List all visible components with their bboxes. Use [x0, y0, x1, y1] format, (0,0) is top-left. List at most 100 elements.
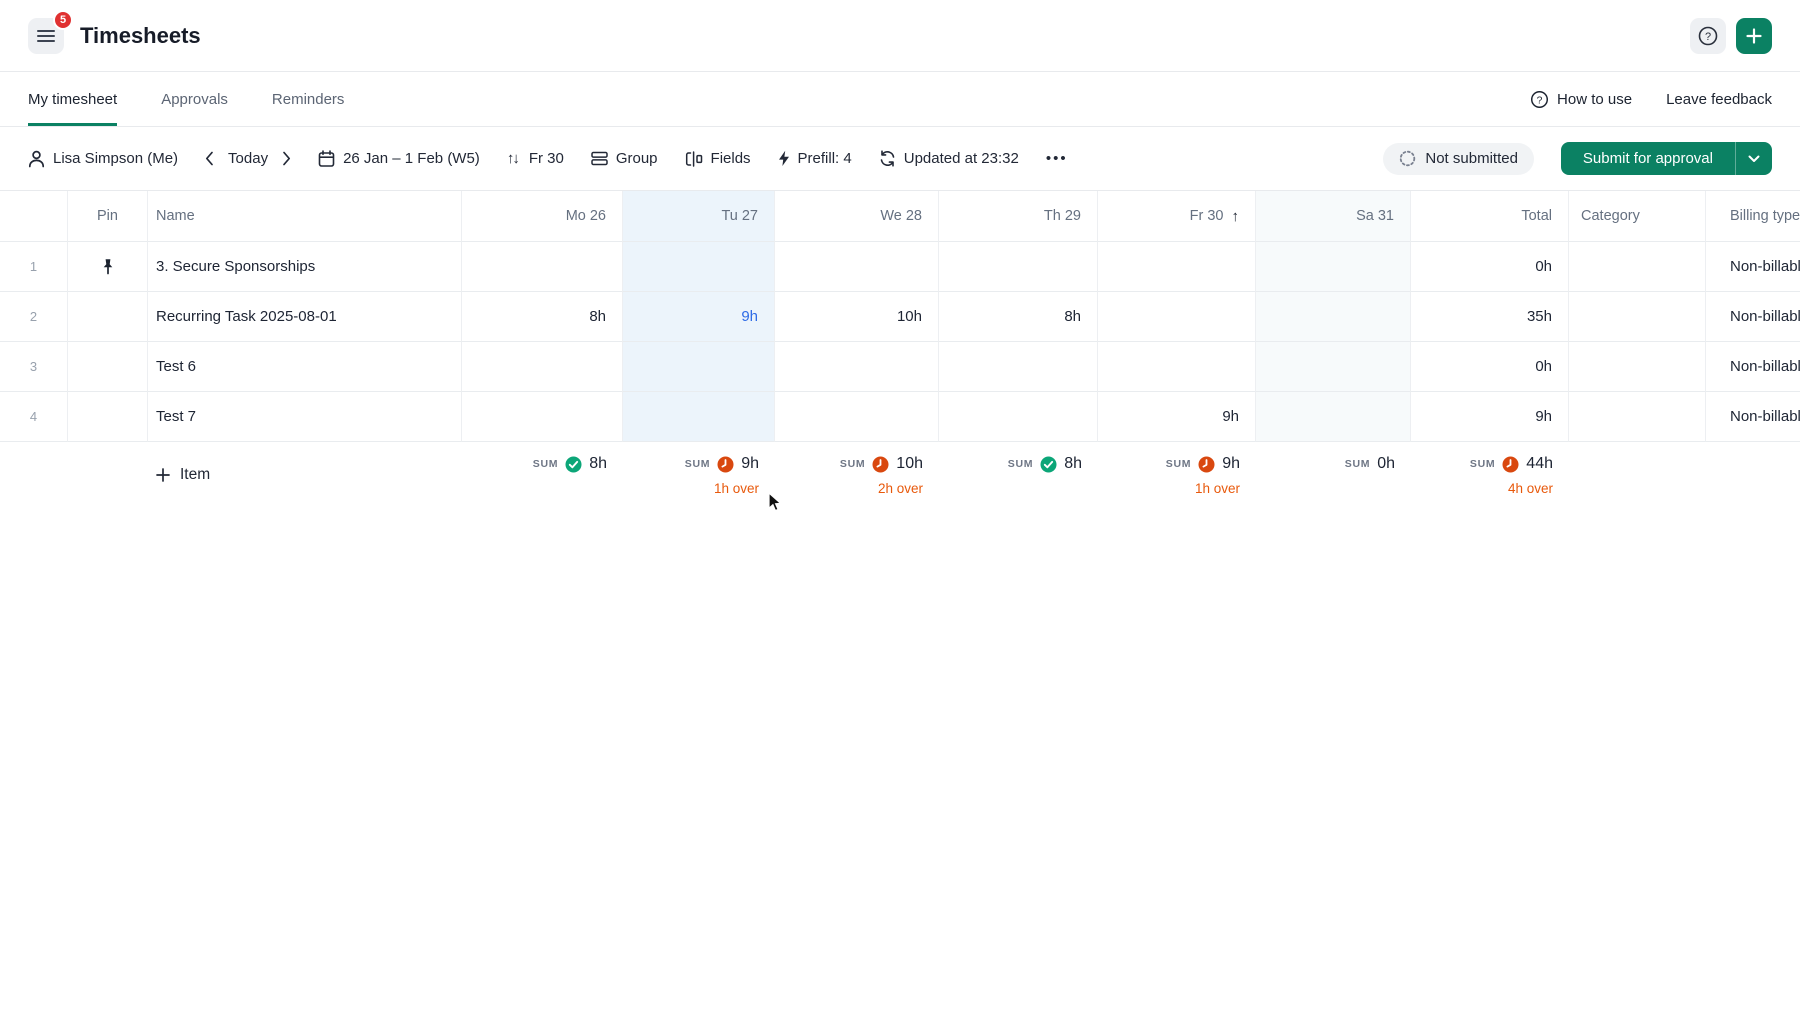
prefill-control[interactable]: Prefill: 4 — [778, 150, 852, 167]
fields-control[interactable]: Fields — [685, 150, 751, 167]
sort-control[interactable]: ↑↓ Fr 30 — [507, 150, 564, 167]
hours-cell[interactable] — [775, 392, 939, 442]
hours-cell[interactable] — [623, 342, 775, 392]
more-options-button[interactable]: ••• — [1045, 150, 1068, 167]
tab-my-timesheet[interactable]: My timesheet — [28, 72, 118, 126]
sum-cell-mo: SUM 8h — [462, 452, 623, 497]
hours-cell[interactable]: 8h — [939, 292, 1098, 342]
leave-feedback-link[interactable]: Leave feedback — [1666, 91, 1772, 108]
row-number: 2 — [0, 292, 68, 342]
hours-cell[interactable]: 10h — [775, 292, 939, 342]
task-name[interactable]: Test 7 — [148, 392, 462, 442]
hours-cell[interactable] — [1256, 392, 1411, 442]
hours-cell[interactable] — [939, 342, 1098, 392]
category-cell[interactable] — [1569, 392, 1706, 442]
hours-cell[interactable] — [462, 342, 623, 392]
hours-cell[interactable] — [462, 242, 623, 292]
chevron-down-icon — [1748, 155, 1760, 163]
sum-value: 8h — [589, 455, 607, 472]
category-cell[interactable] — [1569, 242, 1706, 292]
hours-cell[interactable] — [939, 392, 1098, 442]
header-name[interactable]: Name — [148, 191, 462, 242]
hamburger-icon — [37, 29, 55, 43]
overtime-label: 1h over — [1194, 481, 1240, 496]
pin-cell[interactable] — [68, 342, 148, 392]
header-row-number — [0, 191, 68, 242]
header-pin[interactable]: Pin — [68, 191, 148, 242]
hours-cell[interactable] — [623, 392, 775, 442]
pending-dashed-circle-icon — [1399, 150, 1416, 167]
tab-label: Reminders — [271, 90, 345, 108]
hours-cell[interactable] — [775, 242, 939, 292]
billing-type-cell[interactable]: Non-billable — [1706, 242, 1800, 292]
billing-type-cell[interactable]: Non-billable — [1706, 292, 1800, 342]
group-control[interactable]: Group — [591, 150, 658, 167]
header-day-fr[interactable]: Fr 30 ↑ — [1098, 191, 1256, 242]
clock-circle-icon — [1198, 456, 1215, 473]
sum-label: SUM — [532, 458, 559, 470]
billing-type-cell[interactable]: Non-billable — [1706, 342, 1800, 392]
updated-status[interactable]: Updated at 23:32 — [879, 150, 1019, 167]
header-day-sa[interactable]: Sa 31 — [1256, 191, 1411, 242]
plus-icon — [1746, 27, 1762, 44]
check-circle-icon — [1040, 456, 1057, 473]
calendar-icon — [318, 149, 335, 168]
submit-dropdown-button[interactable] — [1735, 142, 1772, 175]
tab-approvals[interactable]: Approvals — [161, 72, 228, 126]
prev-week-button[interactable] — [205, 151, 214, 166]
header-total[interactable]: Total — [1411, 191, 1569, 242]
hours-cell[interactable] — [623, 242, 775, 292]
pin-cell[interactable] — [68, 292, 148, 342]
date-range-label: 26 Jan – 1 Feb (W5) — [343, 150, 480, 167]
pin-cell[interactable] — [68, 242, 148, 292]
add-button[interactable] — [1736, 17, 1772, 54]
fields-columns-icon — [685, 150, 703, 167]
task-name[interactable]: Test 6 — [148, 342, 462, 392]
header-day-tu[interactable]: Tu 27 — [623, 191, 775, 242]
lightning-icon — [778, 150, 790, 167]
submit-for-approval-button[interactable]: Submit for approval — [1560, 142, 1772, 175]
hours-cell[interactable]: 8h — [462, 292, 623, 342]
hours-cell[interactable] — [1098, 292, 1256, 342]
task-name[interactable]: 3. Secure Sponsorships — [148, 242, 462, 292]
hours-cell[interactable] — [462, 392, 623, 442]
sum-value: 9h — [741, 455, 759, 472]
user-selector[interactable]: Lisa Simpson (Me) — [28, 150, 178, 168]
pushpin-icon — [100, 258, 116, 276]
total-cell: 0h — [1411, 242, 1569, 292]
check-circle-icon — [565, 456, 582, 473]
date-range-picker[interactable]: 26 Jan – 1 Feb (W5) — [318, 149, 480, 168]
hours-cell[interactable] — [939, 242, 1098, 292]
task-name[interactable]: Recurring Task 2025-08-01 — [148, 292, 462, 342]
pin-cell[interactable] — [68, 392, 148, 442]
notification-badge: 5 — [53, 9, 73, 30]
header-day-we[interactable]: We 28 — [775, 191, 939, 242]
billing-type-cell[interactable]: Non-billable — [1706, 392, 1800, 442]
add-item-button[interactable]: Item — [156, 466, 210, 484]
hours-cell[interactable] — [1256, 242, 1411, 292]
header-billing-type[interactable]: Billing type — [1706, 191, 1800, 242]
sum-cell-we: SUM 10h 2h over — [775, 452, 939, 497]
category-cell[interactable] — [1569, 342, 1706, 392]
next-week-button[interactable] — [282, 151, 291, 166]
hours-cell[interactable]: 9h — [1098, 392, 1256, 442]
hamburger-menu-button[interactable]: 5 — [28, 9, 73, 54]
how-to-use-link[interactable]: ? How to use — [1530, 90, 1632, 109]
header-day-mo[interactable]: Mo 26 — [462, 191, 623, 242]
tab-reminders[interactable]: Reminders — [272, 72, 345, 126]
hours-cell[interactable] — [1256, 342, 1411, 392]
header-day-th[interactable]: Th 29 — [939, 191, 1098, 242]
tab-bar: My timesheet Approvals Reminders ? How t… — [0, 72, 1800, 127]
help-button[interactable]: ? — [1690, 17, 1726, 54]
hours-cell[interactable] — [775, 342, 939, 392]
hours-cell[interactable]: 9h — [623, 292, 775, 342]
sum-value: 8h — [1064, 455, 1082, 472]
sort-arrows-icon: ↑↓ — [506, 150, 520, 167]
hours-cell[interactable] — [1098, 342, 1256, 392]
category-cell[interactable] — [1569, 292, 1706, 342]
hours-cell[interactable] — [1098, 242, 1256, 292]
header-category[interactable]: Category — [1569, 191, 1706, 242]
today-button[interactable]: Today — [228, 150, 269, 167]
submit-label[interactable]: Submit for approval — [1582, 150, 1713, 167]
hours-cell[interactable] — [1256, 292, 1411, 342]
